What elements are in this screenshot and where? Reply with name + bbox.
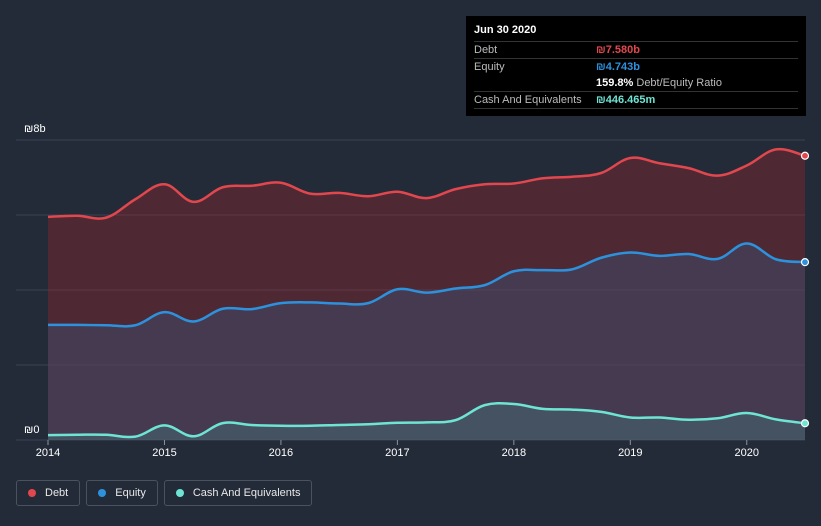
x-tick-label: 2015 — [152, 447, 176, 459]
debt-end-marker[interactable] — [800, 151, 810, 160]
equity-line — [47, 242, 806, 328]
series-areas — [48, 149, 805, 440]
debt-area — [48, 149, 805, 440]
series-lines — [47, 147, 806, 439]
tooltip-cash-row: Cash And Equivalents ₪446.465m — [474, 92, 798, 109]
legend-cash-label: Cash And Equivalents — [192, 487, 301, 499]
tooltip-cash-value: ₪446.465m — [596, 94, 656, 106]
chart-legend: Debt Equity Cash And Equivalents — [16, 480, 313, 506]
tooltip-cash-label: Cash And Equivalents — [474, 94, 582, 106]
legend-equity-label: Equity — [115, 487, 146, 499]
tooltip-equity-row: Equity ₪4.743b — [474, 59, 798, 75]
x-tick-label: 2019 — [618, 447, 642, 459]
data-tooltip: Jun 30 2020 Debt ₪7.580b Equity ₪4.743b … — [466, 16, 806, 116]
tooltip-equity-value: ₪4.743b — [596, 61, 640, 73]
legend-cash-toggle[interactable]: Cash And Equivalents — [163, 480, 313, 506]
tooltip-debt-row: Debt ₪7.580b — [474, 42, 798, 59]
cash-line — [47, 401, 806, 439]
x-tick-label: 2014 — [36, 447, 60, 459]
debt-dot-icon — [28, 489, 36, 497]
tooltip-debt-label: Debt — [474, 44, 498, 56]
x-tick-label: 2017 — [385, 447, 409, 459]
legend-debt-label: Debt — [45, 487, 69, 499]
tooltip-ratio-value: 159.8% Debt/Equity Ratio — [596, 75, 722, 91]
tooltip-date: Jun 30 2020 — [474, 24, 798, 42]
y-axis-bottom-label: ₪0 — [24, 424, 39, 436]
x-tick-label: 2016 — [269, 447, 293, 459]
cash-end-marker[interactable] — [800, 419, 810, 428]
debt-line — [47, 147, 806, 220]
x-axis-ticks: 2014 2015 2016 2017 2018 2019 2020 — [36, 440, 759, 459]
tooltip-debt-value: ₪7.580b — [596, 44, 640, 56]
cash-area — [48, 403, 805, 440]
x-tick-label: 2020 — [735, 447, 759, 459]
legend-equity-toggle[interactable]: Equity — [86, 480, 158, 506]
cash-dot-icon — [175, 489, 184, 497]
ratio-label: Debt/Equity Ratio — [636, 77, 722, 89]
equity-dot-icon — [98, 489, 107, 497]
equity-area — [48, 243, 805, 440]
legend-debt-toggle[interactable]: Debt — [16, 480, 81, 506]
equity-end-marker[interactable] — [800, 258, 810, 267]
tooltip-ratio-row: 159.8% Debt/Equity Ratio — [474, 75, 798, 92]
series-end-markers — [800, 151, 810, 428]
ratio-percent: 159.8% — [596, 77, 634, 89]
tooltip-equity-label: Equity — [474, 61, 505, 73]
x-tick-label: 2018 — [502, 447, 526, 459]
y-axis-top-label: ₪8b — [24, 123, 46, 135]
